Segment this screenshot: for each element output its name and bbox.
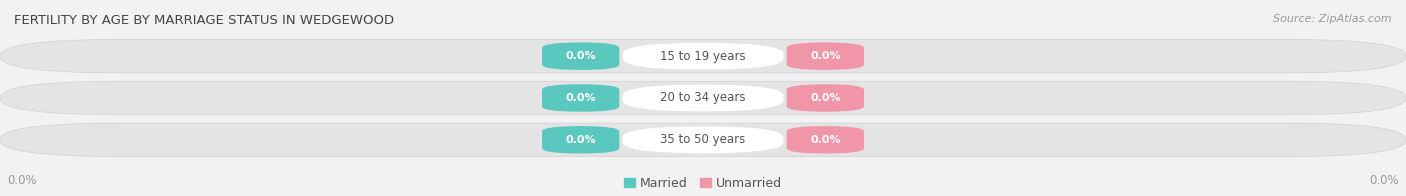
FancyBboxPatch shape (0, 123, 1406, 157)
Text: 15 to 19 years: 15 to 19 years (661, 50, 745, 63)
FancyBboxPatch shape (787, 43, 863, 70)
Text: 0.0%: 0.0% (565, 51, 596, 61)
FancyBboxPatch shape (621, 126, 785, 153)
FancyBboxPatch shape (543, 126, 619, 153)
FancyBboxPatch shape (0, 39, 1406, 73)
FancyBboxPatch shape (787, 84, 863, 112)
Text: Source: ZipAtlas.com: Source: ZipAtlas.com (1274, 14, 1392, 24)
FancyBboxPatch shape (543, 84, 619, 112)
Text: 0.0%: 0.0% (565, 93, 596, 103)
Text: 0.0%: 0.0% (565, 135, 596, 145)
FancyBboxPatch shape (787, 126, 863, 153)
Text: 0.0%: 0.0% (7, 174, 37, 187)
Text: 20 to 34 years: 20 to 34 years (661, 92, 745, 104)
Text: 0.0%: 0.0% (810, 135, 841, 145)
Text: 0.0%: 0.0% (810, 51, 841, 61)
Legend: Married, Unmarried: Married, Unmarried (624, 177, 782, 190)
FancyBboxPatch shape (621, 43, 785, 70)
FancyBboxPatch shape (621, 84, 785, 112)
Text: 0.0%: 0.0% (810, 93, 841, 103)
Text: 35 to 50 years: 35 to 50 years (661, 133, 745, 146)
FancyBboxPatch shape (0, 81, 1406, 115)
FancyBboxPatch shape (543, 43, 619, 70)
Text: 0.0%: 0.0% (1369, 174, 1399, 187)
Text: FERTILITY BY AGE BY MARRIAGE STATUS IN WEDGEWOOD: FERTILITY BY AGE BY MARRIAGE STATUS IN W… (14, 14, 394, 27)
